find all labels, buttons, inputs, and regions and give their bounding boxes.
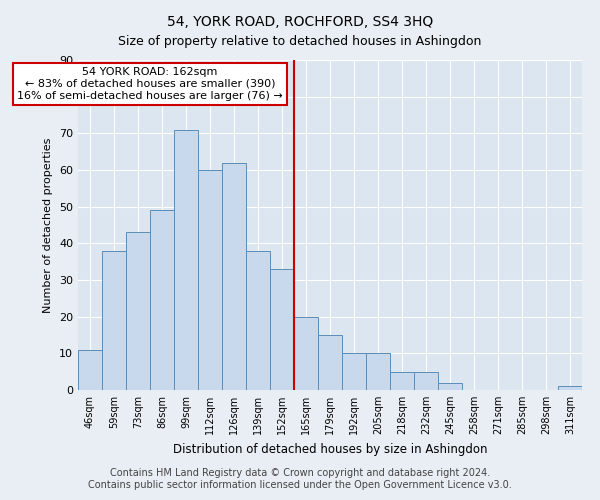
Bar [270,269,294,390]
Bar [126,232,150,390]
Bar [438,382,462,390]
Bar [342,354,366,390]
Bar [78,350,102,390]
Text: Size of property relative to detached houses in Ashingdon: Size of property relative to detached ho… [118,35,482,48]
X-axis label: Distribution of detached houses by size in Ashingdon: Distribution of detached houses by size … [173,442,487,456]
Text: Contains HM Land Registry data © Crown copyright and database right 2024.
Contai: Contains HM Land Registry data © Crown c… [88,468,512,490]
Text: 54 YORK ROAD: 162sqm
← 83% of detached houses are smaller (390)
16% of semi-deta: 54 YORK ROAD: 162sqm ← 83% of detached h… [17,68,283,100]
Bar [150,210,174,390]
Bar [174,130,198,390]
Bar [558,386,582,390]
Bar [222,162,246,390]
Bar [414,372,438,390]
Y-axis label: Number of detached properties: Number of detached properties [43,138,53,312]
Text: 54, YORK ROAD, ROCHFORD, SS4 3HQ: 54, YORK ROAD, ROCHFORD, SS4 3HQ [167,15,433,29]
Bar [318,335,342,390]
Bar [390,372,414,390]
Bar [198,170,222,390]
Bar [246,250,270,390]
Bar [366,354,390,390]
Bar [294,316,318,390]
Bar [102,250,126,390]
